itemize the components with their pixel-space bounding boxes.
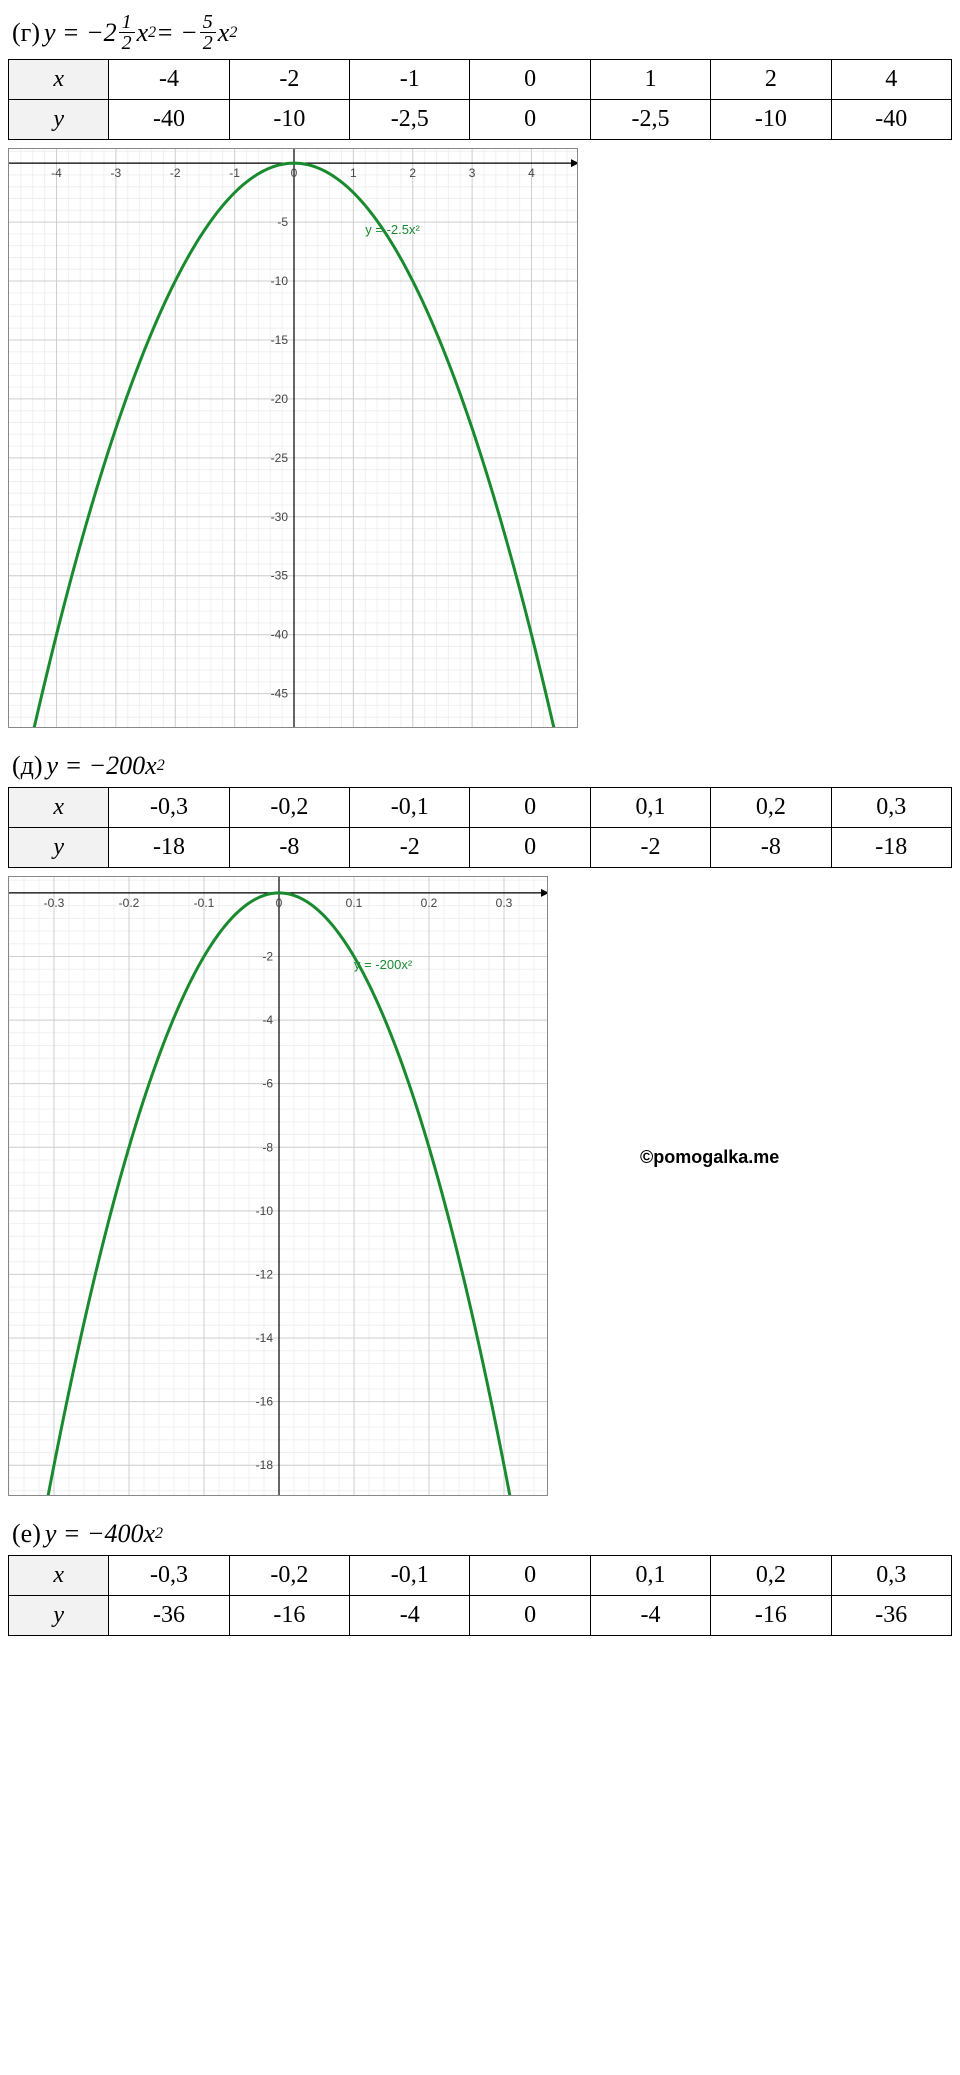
x-cell: 0,2 [711,1556,831,1596]
x-cell: 2 [711,60,831,100]
x-cell: 4 [831,60,951,100]
y-cell: -2,5 [350,100,470,140]
x-cell: -0,2 [229,788,349,828]
y-cell: -4 [350,1596,470,1636]
svg-text:-40: -40 [271,628,289,642]
svg-text:-4: -4 [262,1013,273,1027]
svg-text:-20: -20 [271,392,289,406]
x-cell: -4 [109,60,229,100]
x-cell: -0,3 [109,788,229,828]
x-cell: 0,1 [590,1556,710,1596]
svg-text:-2: -2 [262,949,273,963]
svg-text:-10: -10 [271,274,289,288]
y-cell: -2 [350,828,470,868]
svg-text:-16: -16 [256,1395,274,1409]
formula: (г) y = −212x2 = −52x2 [0,8,960,57]
svg-text:-0.2: -0.2 [119,896,140,910]
y-cell: -18 [109,828,229,868]
svg-text:-4: -4 [51,166,62,180]
y-cell: -36 [831,1596,951,1636]
svg-text:-1: -1 [229,166,240,180]
y-cell: -40 [109,100,229,140]
svg-text:-25: -25 [271,451,289,465]
x-header: x [9,1556,109,1596]
svg-text:-18: -18 [256,1458,274,1472]
x-cell: 0 [470,788,590,828]
svg-text:4: 4 [528,166,535,180]
svg-text:-0.1: -0.1 [194,896,215,910]
svg-text:-12: -12 [256,1267,274,1281]
y-cell: -2 [590,828,710,868]
formula: (е) y = −400x2 [0,1515,960,1553]
y-cell: 0 [470,828,590,868]
parabola-chart: -0.3 -0.2 -0.1 0 0.1 0.2 0.3 -2 -4 -6 -8 -10 -12 -14 -… [8,876,548,1496]
x-cell: 0,3 [831,1556,951,1596]
svg-text:-2: -2 [170,166,181,180]
svg-text:-35: -35 [271,569,289,583]
y-cell: 0 [470,100,590,140]
svg-text:-6: -6 [262,1077,273,1091]
y-cell: -10 [229,100,349,140]
value-table: x-0,3-0,2-0,100,10,20,3y-18-8-20-2-8-18 [8,787,952,868]
y-cell: -18 [831,828,951,868]
y-cell: -8 [711,828,831,868]
svg-text:-14: -14 [256,1331,274,1345]
y-cell: -40 [831,100,951,140]
x-cell: 0 [470,1556,590,1596]
y-cell: -36 [109,1596,229,1636]
y-cell: -4 [590,1596,710,1636]
chart-container: -4-3-2-101234-5-10-15-20-25-30-35-40-45y… [8,148,952,735]
x-cell: -0,1 [350,788,470,828]
svg-text:-3: -3 [111,166,122,180]
svg-text:0: 0 [291,166,298,180]
x-cell: 0,2 [711,788,831,828]
svg-text:0.2: 0.2 [421,896,438,910]
x-cell: 0 [470,60,590,100]
svg-text:0: 0 [276,896,283,910]
x-cell: -1 [350,60,470,100]
svg-text:0.3: 0.3 [496,896,513,910]
y-header: y [9,1596,109,1636]
parabola-chart: -4-3-2-101234-5-10-15-20-25-30-35-40-45y… [8,148,578,728]
x-cell: 0,1 [590,788,710,828]
x-cell: 0,3 [831,788,951,828]
value-table: x-0,3-0,2-0,100,10,20,3y-36-16-40-4-16-3… [8,1555,952,1636]
svg-text:y = -2.5x²: y = -2.5x² [365,222,420,237]
y-cell: -10 [711,100,831,140]
section: (е) y = −400x2x-0,3-0,2-0,100,10,20,3y-3… [0,1515,960,1636]
x-cell: -2 [229,60,349,100]
x-cell: -0,2 [229,1556,349,1596]
x-header: x [9,60,109,100]
svg-text:-5: -5 [277,215,288,229]
section: (г) y = −212x2 = −52x2x-4-2-10124y-40-10… [0,8,960,735]
y-cell: -2,5 [590,100,710,140]
svg-text:-0.3: -0.3 [44,896,65,910]
svg-text:0.1: 0.1 [346,896,363,910]
svg-text:-10: -10 [256,1204,274,1218]
x-cell: -0,1 [350,1556,470,1596]
y-cell: -16 [229,1596,349,1636]
watermark: ©pomogalka.me [640,1147,779,1168]
x-header: x [9,788,109,828]
y-header: y [9,828,109,868]
x-cell: 1 [590,60,710,100]
svg-text:2: 2 [409,166,416,180]
svg-text:1: 1 [350,166,357,180]
svg-text:3: 3 [469,166,476,180]
x-cell: -0,3 [109,1556,229,1596]
formula: (д) y = −200x2 [0,747,960,785]
y-cell: 0 [470,1596,590,1636]
y-cell: -16 [711,1596,831,1636]
section: (д) y = −200x2x-0,3-0,2-0,100,10,20,3y-1… [0,747,960,1503]
value-table: x-4-2-10124y-40-10-2,50-2,5-10-40 [8,59,952,140]
y-header: y [9,100,109,140]
svg-text:y = -200x²: y = -200x² [354,957,413,972]
svg-text:-30: -30 [271,510,289,524]
svg-text:-8: -8 [262,1140,273,1154]
chart-container: -0.3 -0.2 -0.1 0 0.1 0.2 0.3 -2 -4 -6 -8 -10 -12 -14 -… [8,876,952,1503]
svg-text:-45: -45 [271,687,289,701]
y-cell: -8 [229,828,349,868]
svg-text:-15: -15 [271,333,289,347]
